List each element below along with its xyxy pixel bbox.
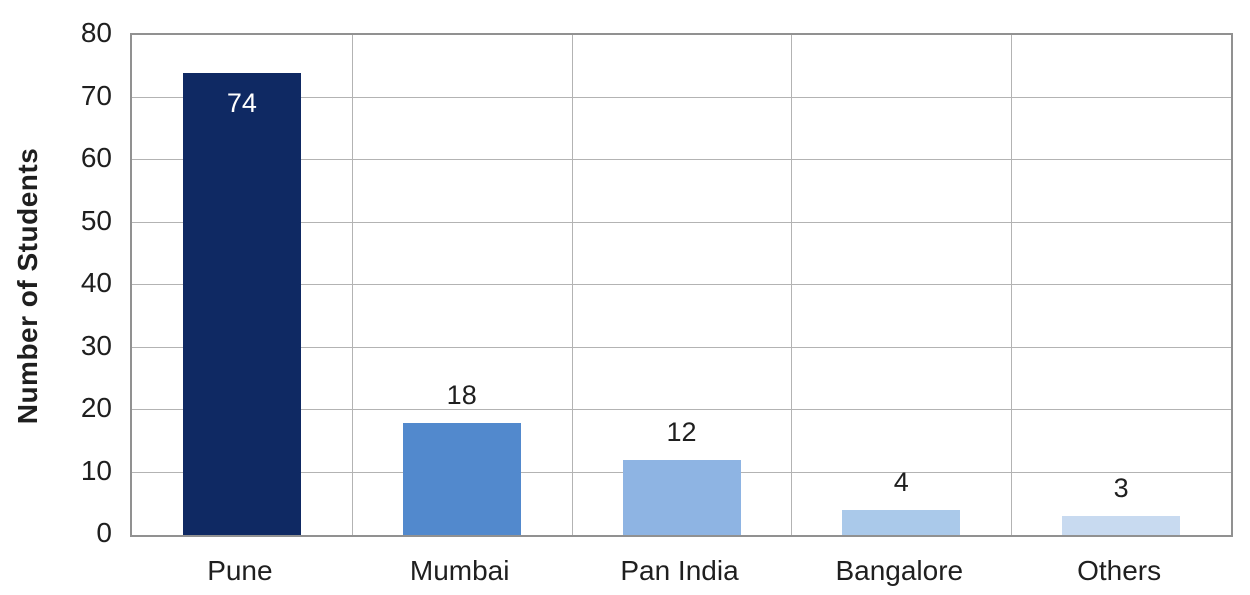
bar-others — [1062, 516, 1181, 535]
value-label: 74 — [226, 87, 257, 118]
y-tick-label: 60 — [80, 142, 112, 173]
horizontal-gridline — [132, 221, 1231, 223]
vertical-gridline — [571, 35, 573, 535]
bar-pan-india — [622, 460, 741, 535]
y-tick-label: 50 — [80, 204, 112, 236]
y-axis-title: Number of Students — [12, 147, 43, 425]
vertical-gridline — [351, 35, 353, 535]
vertical-gridline — [791, 35, 793, 535]
bar-pune — [182, 72, 301, 535]
x-tick-label-pan-india: Pan India — [620, 555, 739, 586]
y-tick-label: 30 — [80, 329, 112, 361]
vertical-gridline — [1011, 35, 1013, 535]
y-tick-label: 0 — [96, 517, 112, 548]
horizontal-gridline — [132, 159, 1231, 160]
x-tick-label-pune: Pune — [207, 555, 273, 586]
horizontal-gridline — [132, 346, 1231, 348]
plot-area: 74 18 12 4 3 — [130, 33, 1233, 537]
value-label: 12 — [666, 417, 697, 447]
horizontal-gridline — [132, 96, 1231, 98]
horizontal-gridline — [132, 409, 1231, 410]
value-label: 3 — [1113, 473, 1129, 504]
y-tick-label: 10 — [80, 454, 112, 486]
x-tick-label-others: Others — [1077, 555, 1162, 586]
y-tick-label: 80 — [80, 17, 112, 48]
bar-bangalore — [842, 510, 961, 535]
value-label: 4 — [893, 467, 909, 497]
y-tick-label: 20 — [80, 392, 112, 423]
y-tick-label: 40 — [80, 267, 112, 298]
x-tick-label-bangalore: Bangalore — [835, 555, 964, 586]
value-label: 18 — [446, 379, 477, 410]
bar-mumbai — [402, 422, 521, 535]
x-tick-label-mumbai: Mumbai — [409, 555, 510, 586]
horizontal-gridline — [132, 284, 1231, 285]
y-tick-label: 70 — [80, 79, 112, 111]
